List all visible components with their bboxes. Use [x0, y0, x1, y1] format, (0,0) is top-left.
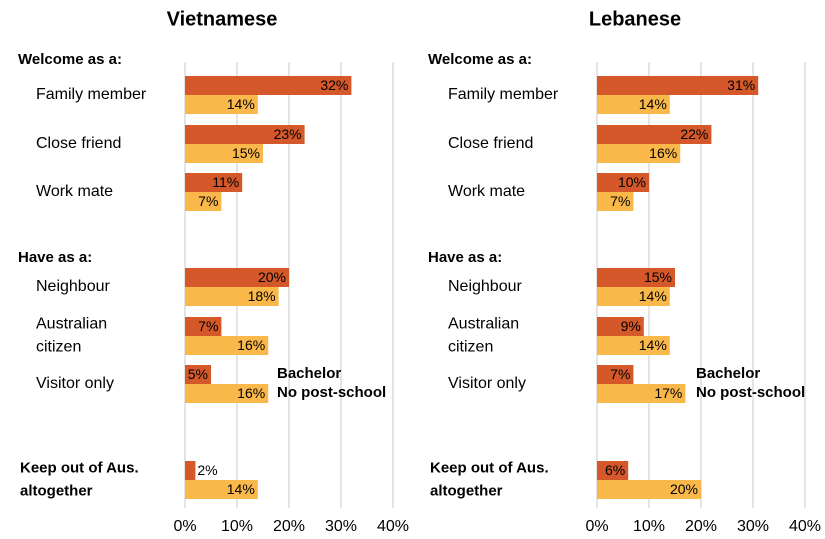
value-label: 7% [198, 193, 218, 209]
category-label: Neighbour [36, 278, 111, 295]
value-label: 7% [610, 366, 630, 382]
x-tick-label: 0% [585, 518, 608, 535]
category-label: Neighbour [448, 278, 523, 295]
x-tick-label: 20% [685, 518, 717, 535]
category-label: Visitor only [36, 375, 114, 392]
bar [185, 95, 258, 114]
category-label: Close friend [36, 135, 121, 152]
bar [185, 461, 196, 480]
value-label: 11% [212, 174, 239, 190]
legend-label: No post-school [277, 384, 386, 401]
category-label: Work mate [448, 183, 525, 200]
bar [185, 268, 289, 287]
bar [185, 365, 211, 384]
bar [597, 144, 681, 163]
value-label: 22% [680, 126, 708, 142]
bar [597, 95, 670, 114]
bar [597, 125, 712, 144]
value-label: 20% [670, 481, 698, 497]
value-label: 16% [649, 145, 677, 161]
panel-title: Vietnamese [167, 8, 278, 30]
value-label: 14% [227, 96, 255, 112]
panel-title: Lebanese [589, 8, 681, 30]
x-tick-label: 40% [377, 518, 409, 535]
value-label: 14% [227, 481, 255, 497]
category-label: Family member [448, 86, 559, 103]
x-tick-label: 40% [789, 518, 821, 535]
group-label: Welcome as a: [18, 51, 122, 68]
value-label: 9% [621, 318, 641, 334]
x-tick-label: 20% [273, 518, 305, 535]
bar [185, 76, 352, 95]
value-label: 10% [618, 174, 646, 190]
bar [597, 365, 634, 384]
category-label: citizen [448, 339, 493, 356]
bar [597, 76, 759, 95]
bar [597, 336, 670, 355]
value-label: 15% [232, 145, 260, 161]
value-label: 7% [198, 318, 218, 334]
category-label: citizen [36, 339, 81, 356]
x-tick-label: 30% [325, 518, 357, 535]
bar [597, 384, 686, 403]
bar [185, 317, 222, 336]
value-label: 20% [258, 269, 286, 285]
group-label: Have as a: [18, 249, 92, 266]
value-label: 15% [644, 269, 672, 285]
value-label: 14% [639, 96, 667, 112]
group-label: Welcome as a: [428, 51, 532, 68]
x-tick-label: 30% [737, 518, 769, 535]
value-label: 6% [605, 462, 625, 478]
bar [597, 317, 644, 336]
category-label: altogether [430, 482, 503, 499]
legend-label: Bachelor [696, 365, 760, 382]
value-label: 14% [639, 337, 667, 353]
bar [597, 480, 701, 499]
x-tick-label: 10% [633, 518, 665, 535]
bar [185, 480, 258, 499]
category-label: Keep out of Aus. [430, 459, 549, 476]
value-label: 5% [188, 366, 208, 382]
bar [185, 125, 305, 144]
value-label: 31% [727, 77, 755, 93]
value-label: 16% [237, 337, 265, 353]
bar [597, 268, 675, 287]
value-label: 7% [610, 193, 630, 209]
category-label: Work mate [36, 183, 113, 200]
bar [185, 144, 263, 163]
bar [185, 173, 243, 192]
bar [185, 287, 279, 306]
bar [185, 336, 269, 355]
value-label: 18% [248, 288, 276, 304]
bar [597, 461, 629, 480]
category-label: Close friend [448, 135, 533, 152]
category-label: altogether [20, 482, 93, 499]
x-tick-label: 0% [173, 518, 196, 535]
value-label: 23% [274, 126, 302, 142]
value-label: 17% [654, 385, 682, 401]
category-label: Family member [36, 86, 147, 103]
bar [185, 384, 269, 403]
bar [597, 173, 649, 192]
value-label: 32% [320, 77, 348, 93]
legend-label: Bachelor [277, 365, 341, 382]
x-tick-label: 10% [221, 518, 253, 535]
category-label: Australian [448, 316, 519, 333]
value-label: 2% [197, 462, 217, 478]
group-label: Have as a: [428, 249, 502, 266]
value-label: 14% [639, 288, 667, 304]
bar [185, 192, 222, 211]
bar [597, 192, 634, 211]
value-label: 16% [237, 385, 265, 401]
bar [597, 287, 670, 306]
category-label: Australian [36, 316, 107, 333]
category-label: Visitor only [448, 375, 526, 392]
category-label: Keep out of Aus. [20, 459, 139, 476]
legend-label: No post-school [696, 384, 805, 401]
